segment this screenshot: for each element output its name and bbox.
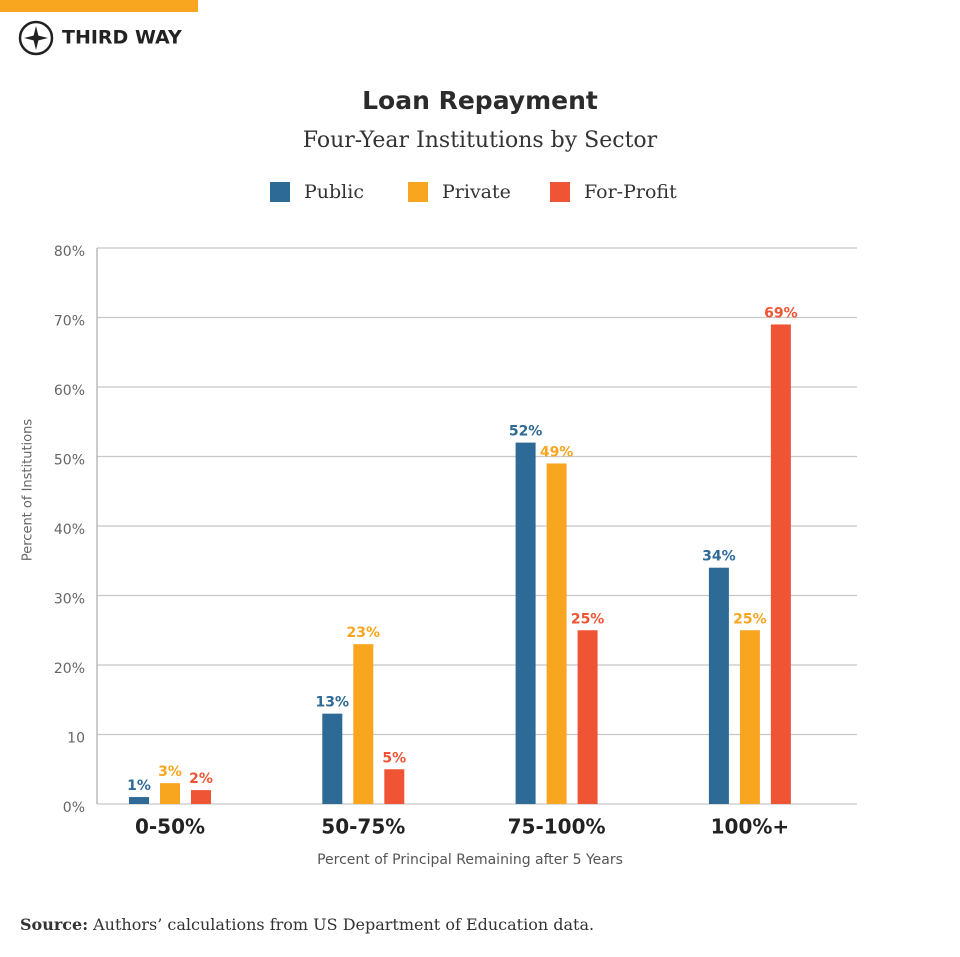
- logo: THIRD WAY: [62, 27, 182, 49]
- value-label: 34%: [702, 549, 736, 565]
- value-label: 69%: [764, 305, 798, 321]
- legend-swatch: [550, 182, 570, 202]
- y-tick-label: 80%: [54, 244, 85, 260]
- bar: [708, 567, 729, 804]
- source-text: Authors’ calculations from US Department…: [92, 915, 594, 934]
- y-axis-label: Percent of Institutions: [21, 419, 36, 562]
- bar: [515, 442, 536, 804]
- value-label: 23%: [347, 625, 381, 641]
- y-tick-label: 70%: [54, 314, 85, 330]
- legend-label: For-Profit: [584, 181, 677, 203]
- value-label: 49%: [540, 444, 574, 460]
- value-label: 25%: [733, 611, 767, 627]
- source: Source: Authors’ calculations from US Dep…: [20, 915, 594, 934]
- bar: [160, 783, 180, 804]
- bar: [353, 644, 374, 804]
- x-tick-label: 75-100%: [508, 815, 606, 839]
- y-tick-label: 0%: [63, 800, 85, 816]
- bar: [191, 790, 211, 804]
- y-tick-label: 20%: [54, 661, 85, 677]
- value-label: 52%: [509, 424, 543, 440]
- value-label: 2%: [189, 771, 213, 787]
- y-tick-label: 50%: [54, 453, 85, 469]
- x-tick-label: 50-75%: [321, 815, 405, 839]
- y-tick-label: 60%: [54, 383, 85, 399]
- legend-swatch: [408, 182, 428, 202]
- chart-subtitle: Four-Year Institutions by Sector: [303, 128, 658, 153]
- x-tick-label: 100%+: [711, 815, 790, 839]
- bar: [770, 324, 791, 804]
- bar: [384, 769, 405, 804]
- chart-title: Loan Repayment: [362, 86, 598, 115]
- x-axis-label: Percent of Principal Remaining after 5 Y…: [317, 852, 623, 868]
- value-label: 3%: [158, 764, 182, 780]
- bar: [739, 630, 760, 804]
- bar: [129, 797, 149, 804]
- bar: [577, 630, 598, 804]
- bar: [322, 713, 343, 804]
- y-tick-label: 40%: [54, 522, 85, 538]
- legend-label: Public: [304, 181, 364, 203]
- bar: [546, 463, 567, 804]
- source-label: Source:: [20, 915, 88, 934]
- value-label: 1%: [127, 778, 151, 794]
- value-label: 25%: [571, 611, 605, 627]
- x-tick-label: 0-50%: [135, 815, 205, 839]
- legend-label: Private: [442, 181, 511, 203]
- y-tick-label: 10: [67, 731, 85, 747]
- legend-swatch: [270, 182, 290, 202]
- value-label: 13%: [316, 695, 350, 711]
- logo-icon: [18, 20, 54, 56]
- top-bar: [0, 0, 198, 12]
- value-label: 5%: [382, 750, 406, 766]
- y-tick-label: 30%: [54, 592, 85, 608]
